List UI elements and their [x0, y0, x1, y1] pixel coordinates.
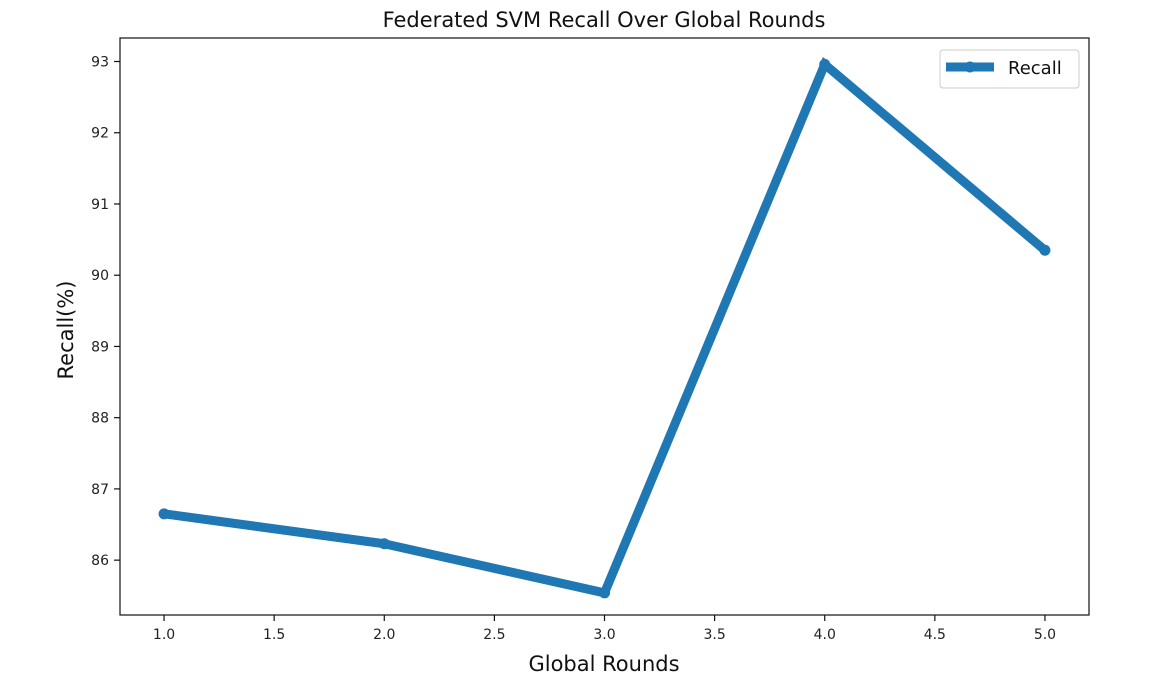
x-tick-label: 4.0: [814, 627, 836, 643]
legend-box: [939, 49, 1080, 89]
x-axis-label: Global Rounds: [528, 652, 679, 676]
data-point-round-3: [599, 587, 610, 599]
y-tick-label: 92: [91, 126, 109, 142]
x-tick-label: 5.0: [1034, 627, 1056, 643]
x-tick-label: 3.0: [593, 627, 615, 643]
y-tick-label: 90: [91, 268, 109, 284]
data-point-round-1: [158, 508, 170, 520]
legend-marker-swatch: [964, 61, 976, 73]
chart-title: Federated SVM Recall Over Global Rounds: [383, 8, 826, 32]
x-tick-label: 1.5: [263, 627, 285, 643]
data-point-round-4: [819, 58, 831, 70]
y-tick-label: 87: [91, 482, 109, 498]
y-tick-label: 88: [91, 411, 109, 427]
legend: Recall: [939, 49, 1080, 89]
x-tick-label: 2.5: [483, 627, 505, 643]
y-axis: 86 87 88 89 90 91 92 93: [91, 55, 120, 569]
data-point-round-2: [378, 538, 390, 550]
series-layer: [158, 56, 1051, 599]
x-tick-label: 3.5: [703, 627, 725, 643]
x-tick-label: 4.5: [924, 627, 946, 643]
x-axis: 1.0 1.5 2.0 2.5 3.0 3.5 4.0 4.5 5.0: [153, 615, 1056, 643]
data-point-round-5: [1039, 244, 1051, 256]
plot-area: [119, 37, 1090, 616]
y-tick-label: 89: [91, 339, 109, 355]
x-tick-label: 1.0: [153, 627, 175, 643]
y-tick-label: 91: [91, 197, 109, 213]
y-tick-label: 86: [91, 553, 109, 569]
y-tick-label: 93: [91, 55, 109, 71]
x-tick-label: 2.0: [373, 627, 395, 643]
y-axis-label: Recall(%): [54, 281, 78, 380]
legend-label-recall: Recall: [1008, 58, 1062, 79]
